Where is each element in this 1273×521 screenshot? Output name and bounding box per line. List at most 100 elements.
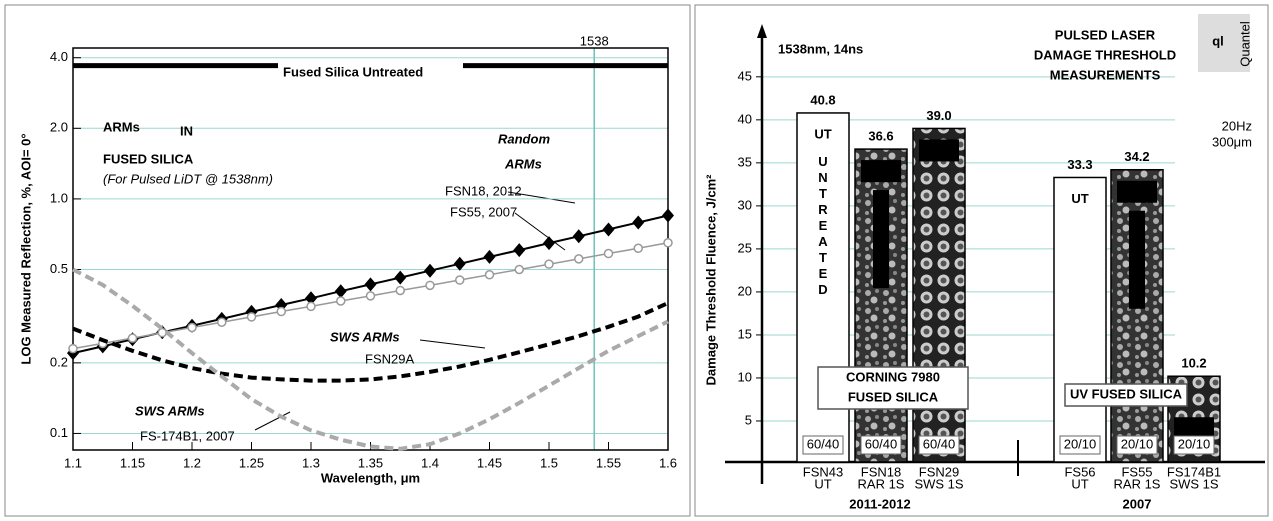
circle-marker: [634, 244, 642, 252]
x-tick-label: 1.2: [183, 455, 201, 470]
y-tick-label: 10: [738, 369, 752, 384]
y-axis-label: LOG Measured Reflection, %, AOI= 0°: [18, 133, 33, 364]
plot-frame: [73, 48, 668, 450]
x-tick-sublabel: UT: [1071, 476, 1088, 491]
y-tick-label: 0.5: [50, 261, 68, 276]
bar-label: SWS: [1179, 420, 1209, 435]
bar: [1054, 177, 1106, 462]
value-label: 10.2: [1181, 356, 1206, 371]
diamond-marker: [484, 250, 496, 264]
circle-marker: [188, 323, 196, 331]
circle-marker: [486, 271, 494, 279]
shot-label: 60/40: [865, 436, 898, 451]
circle-marker: [69, 345, 77, 353]
note: CORNING 7980: [846, 369, 940, 384]
value-label: 34.2: [1124, 149, 1149, 164]
diamond-marker: [662, 208, 674, 222]
bar-label: UT: [1071, 191, 1088, 206]
x-tick-sublabel: SWS 1S: [1169, 476, 1218, 491]
note: UV FUSED SILICA: [1070, 386, 1183, 401]
y-tick-label: 0.1: [50, 425, 68, 440]
y-tick-label: 20: [738, 283, 752, 298]
x-tick-label: 1.45: [477, 455, 502, 470]
x-tick-label: 1.25: [239, 455, 264, 470]
y-tick-label: 15: [738, 326, 752, 341]
x-tick-label: 1.55: [596, 455, 621, 470]
circle-marker: [129, 334, 137, 342]
value-label: 36.6: [868, 129, 893, 144]
series-label: FS55, 2007: [450, 204, 517, 219]
x-tick-sublabel: RAR 1S: [858, 476, 905, 491]
bar-label: UT: [814, 126, 831, 141]
bar-word: RANDOM: [876, 191, 887, 286]
x-tick-label: 1.1: [64, 455, 82, 470]
diamond-marker: [543, 236, 555, 250]
shot-label: 60/40: [923, 436, 956, 451]
circle-marker: [248, 313, 256, 321]
shot-label: 20/10: [1178, 436, 1211, 451]
value-label: 33.3: [1067, 157, 1092, 172]
circle-marker: [545, 260, 553, 268]
annotation: 300μm: [1212, 134, 1252, 149]
diamond-marker: [573, 229, 585, 243]
annotation: 20Hz: [1222, 118, 1252, 133]
y-tick-label: 30: [738, 197, 752, 212]
series-label: FSN18, 2012: [445, 183, 522, 198]
circle-marker: [426, 281, 434, 289]
x-tick-label: 1.15: [120, 455, 145, 470]
annotation: MEASUREMENTS: [1050, 67, 1161, 82]
series-label: FSN29A: [365, 351, 414, 366]
bar-word: UNTREATED: [818, 154, 828, 297]
annotation: ARMs: [504, 156, 542, 171]
value-label: 40.8: [810, 92, 835, 107]
x-tick-label: 1.35: [358, 455, 383, 470]
annotation: IN: [180, 123, 193, 138]
diamond-marker: [335, 284, 347, 298]
y-tick-label: 0.2: [50, 354, 68, 369]
circle-marker: [277, 308, 285, 316]
y-tick-label: 45: [738, 68, 752, 83]
group-label: 2007: [1123, 496, 1152, 511]
circle-marker: [456, 276, 464, 284]
bar-label: SWS: [924, 142, 954, 157]
value-label: 39.0: [926, 108, 951, 123]
annotation: FUSED SILICA: [103, 151, 194, 166]
series-label: FS-174B1, 2007: [140, 428, 235, 443]
bar-label: RAR: [867, 163, 896, 178]
y-tick-label: 25: [738, 240, 752, 255]
annotation: SWS ARMs: [135, 403, 205, 418]
logo-text: Quantel: [1237, 21, 1252, 67]
diamond-marker: [424, 264, 436, 278]
x-tick-label: 1.5: [540, 455, 558, 470]
x-tick-label: 1.6: [659, 455, 677, 470]
x-tick-sublabel: SWS 1S: [914, 476, 963, 491]
annotation: (For Pulsed LiDT @ 1538nm): [103, 171, 273, 186]
axis-arrow: [757, 24, 767, 38]
leaders: [255, 192, 575, 430]
annotation: PULSED LASER: [1055, 27, 1156, 42]
diamond-marker: [454, 257, 466, 271]
annotation: ARMs: [103, 119, 140, 134]
chart-title: 1538nm, 14ns: [778, 41, 863, 56]
annotation: Random: [498, 131, 550, 146]
annotation: DAMAGE THRESHOLD: [1034, 47, 1176, 62]
logo: ql: [1212, 33, 1224, 48]
note: FUSED SILICA: [848, 389, 939, 404]
y-tick-label: 2.0: [50, 120, 68, 135]
reference-label: 1538: [580, 33, 609, 48]
circle-marker: [307, 302, 315, 310]
y-tick-label: 35: [738, 154, 752, 169]
shot-label: 20/10: [1064, 436, 1097, 451]
circle-marker: [367, 292, 375, 300]
y-axis-label: Damage Threshold Fluence, J/cm²: [703, 174, 718, 386]
bar-label: RAR: [1123, 183, 1152, 198]
y-tick-label: 40: [738, 111, 752, 126]
diamond-marker: [394, 271, 406, 285]
diamond-marker: [365, 277, 377, 291]
x-axis-label: Wavelength, μm: [321, 470, 420, 485]
x-tick-label: 1.4: [421, 455, 439, 470]
shot-label: 60/40: [807, 436, 840, 451]
y-tick-label: 4.0: [50, 49, 68, 64]
x-tick-label: 1.3: [302, 455, 320, 470]
